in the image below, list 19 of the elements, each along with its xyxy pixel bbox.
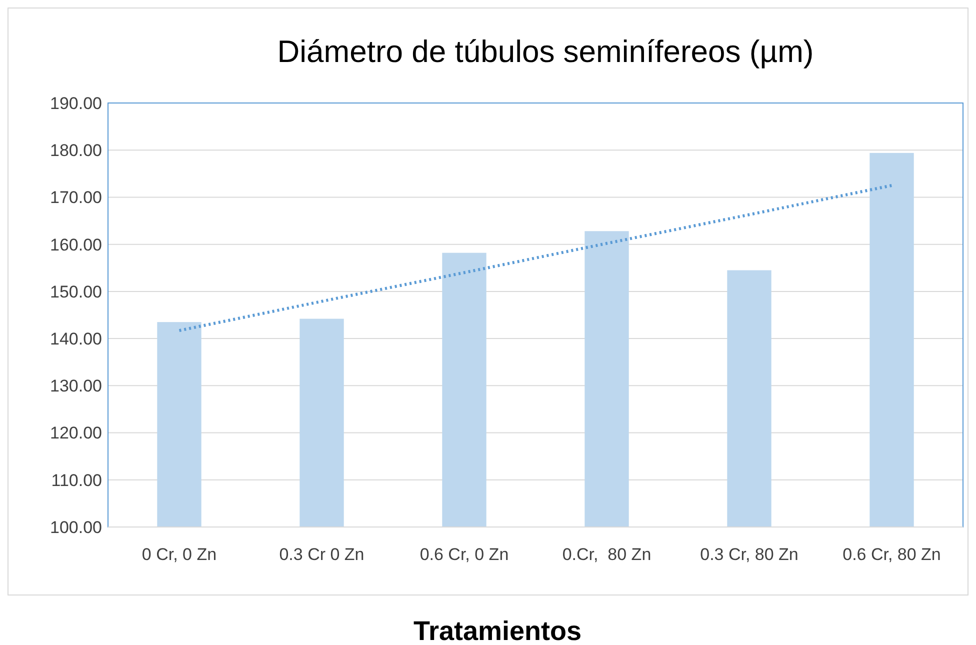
y-tick-label: 170.00 [50,188,102,208]
x-axis-title: Tratamientos [413,616,582,645]
y-tick-label: 110.00 [51,470,102,490]
chart-title: Diámetro de túbulos seminífereos (µm) [277,34,814,69]
x-tick-label: 0 Cr, 0 Zn [142,545,217,564]
x-tick-label: 0.3 Cr 0 Zn [279,545,364,564]
x-tick-label: 0.6 Cr, 80 Zn [842,545,941,564]
y-tick-label: 140.00 [50,330,102,349]
line-series [178,184,894,332]
y-tick-label: 180.00 [50,141,102,160]
y-tick-label: 120.00 [50,424,102,443]
y-tick-label: 150.00 [50,282,102,302]
x-tick-label: 0.Cr, 80 Zn [562,545,652,564]
y-tick-label: 130.00 [50,376,102,396]
y-tick-label: 190.00 [50,94,102,113]
x-tick-label: 0.3 Cr, 80 Zn [700,545,798,564]
y-tick-label: 160.00 [50,235,102,254]
y-tick-label: 100.00 [50,518,102,537]
x-tick-label: 0.6 Cr, 0 Zn [420,545,509,564]
